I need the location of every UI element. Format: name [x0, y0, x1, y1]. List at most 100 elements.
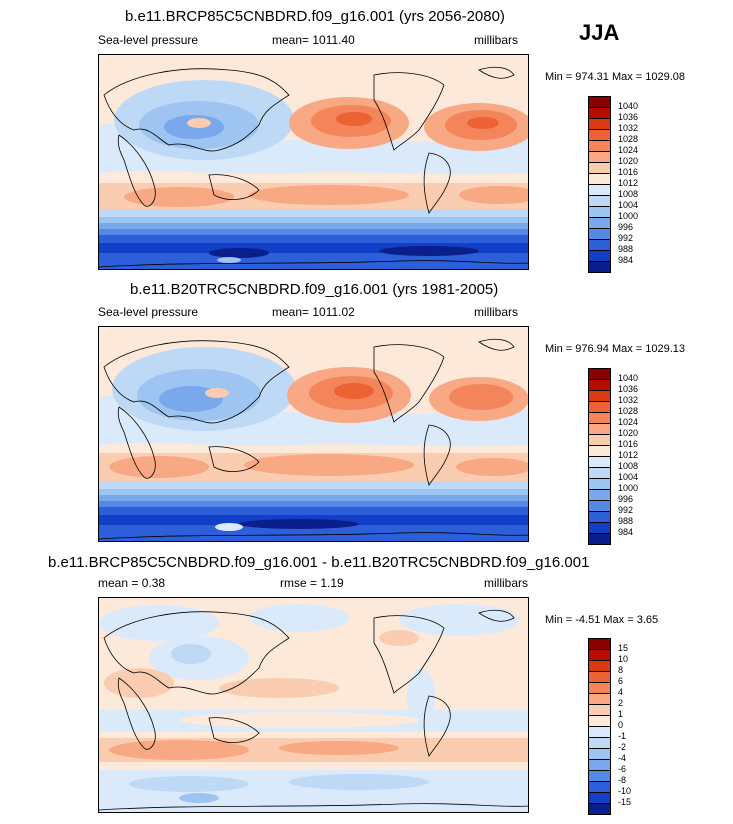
panel-3-map-svg	[99, 598, 528, 812]
colorbar-swatch	[589, 119, 610, 130]
colorbar-swatch	[589, 435, 610, 446]
colorbar-tick-label: 1000	[618, 211, 639, 221]
colorbar-swatch	[589, 424, 610, 435]
panel-3-rmse-label: rmse = 1.19	[280, 576, 344, 590]
colorbar-tick-label: 1012	[618, 178, 639, 188]
colorbar-swatch	[589, 369, 610, 380]
colorbar-swatch	[589, 207, 610, 218]
colorbar-swatch	[589, 185, 610, 196]
colorbar-tick-label: 1016	[618, 439, 639, 449]
colorbar-tick-label: 996	[618, 222, 634, 232]
colorbar-swatch	[589, 218, 610, 229]
colorbar-tick-label: 6	[618, 676, 624, 686]
colorbar-swatch	[589, 262, 610, 273]
colorbar-tick-label: 988	[618, 244, 634, 254]
colorbar-tick-label: 1020	[618, 428, 639, 438]
colorbar-tick-label: 1004	[618, 472, 639, 482]
colorbar-tick-label: 1032	[618, 123, 639, 133]
colorbar-tick-label: -10	[618, 786, 632, 796]
colorbar-tick-label: 1004	[618, 200, 639, 210]
colorbar-swatch	[589, 793, 610, 804]
colorbar-swatch	[589, 771, 610, 782]
colorbar-tick-label: 1032	[618, 395, 639, 405]
colorbar-swatch	[589, 229, 610, 240]
colorbar-tick-label: 8	[618, 665, 624, 675]
colorbar-swatch	[589, 468, 610, 479]
panel-2-title: b.e11.B20TRC5CNBDRD.f09_g16.001 (yrs 198…	[130, 281, 499, 298]
panel-3-mean-label: mean = 0.38	[98, 576, 166, 590]
colorbar-tick-label: 984	[618, 255, 634, 265]
colorbar-tick-label: 1	[618, 709, 624, 719]
colorbar-swatch	[589, 760, 610, 771]
colorbar-swatch	[589, 174, 610, 185]
colorbar-tick-label: 1000	[618, 483, 639, 493]
colorbar-swatch	[589, 152, 610, 163]
colorbar-swatch	[589, 672, 610, 683]
colorbar-tick-label: 15	[618, 643, 629, 653]
colorbar-swatch	[589, 782, 610, 793]
colorbar-tick-label: 992	[618, 233, 634, 243]
panel-2-units-label: millibars	[474, 305, 519, 319]
colorbar-swatch	[589, 749, 610, 760]
colorbar-tick-label: 1028	[618, 406, 639, 416]
panel-1-map-svg	[99, 55, 528, 269]
colorbar-swatch	[589, 650, 610, 661]
colorbar-swatch	[589, 534, 610, 545]
colorbar-swatch	[589, 501, 610, 512]
colorbar-swatch	[589, 716, 610, 727]
season-label: JJA	[579, 20, 620, 45]
panel-3-units-label: millibars	[484, 576, 529, 590]
panel-1-title: b.e11.BRCP85C5CNBDRD.f09_g16.001 (yrs 20…	[125, 8, 505, 25]
colorbar-tick-label: 0	[618, 720, 624, 730]
colorbar-swatch	[589, 490, 610, 501]
colorbar-tick-label: 4	[618, 687, 624, 697]
colorbar-tick-label: 1024	[618, 417, 639, 427]
panel-3-colorbar-swatches	[588, 638, 611, 815]
panel-2-colorbar-swatches	[588, 368, 611, 545]
colorbar-swatch	[589, 479, 610, 490]
colorbar-swatch	[589, 705, 610, 716]
colorbar-tick-label: 1020	[618, 156, 639, 166]
colorbar-tick-label: 988	[618, 516, 634, 526]
colorbar-swatch	[589, 446, 610, 457]
colorbar-swatch	[589, 141, 610, 152]
colorbar-swatch	[589, 457, 610, 468]
colorbar-tick-label: 996	[618, 494, 634, 504]
colorbar-tick-label: 1016	[618, 167, 639, 177]
colorbar-tick-label: 984	[618, 527, 634, 537]
colorbar-tick-label: -15	[618, 797, 632, 807]
panel-3-map	[98, 597, 529, 813]
panel-1-minmax: Min = 974.31 Max = 1029.08	[545, 71, 686, 83]
colorbar-tick-label: 1036	[618, 384, 639, 394]
colorbar-swatch	[589, 196, 610, 207]
colorbar-tick-label: 992	[618, 505, 634, 515]
colorbar-tick-label: 1040	[618, 373, 639, 383]
colorbar-tick-label: 10	[618, 654, 629, 664]
colorbar-tick-label: 1024	[618, 145, 639, 155]
colorbar-swatch	[589, 108, 610, 119]
colorbar-swatch	[589, 523, 610, 534]
colorbar-tick-label: 1036	[618, 112, 639, 122]
panel-2-variable-label: Sea-level pressure	[98, 305, 199, 319]
colorbar-swatch	[589, 130, 610, 141]
colorbar-swatch	[589, 661, 610, 672]
colorbar-tick-label: -6	[618, 764, 627, 774]
colorbar-tick-label: -2	[618, 742, 627, 752]
panel-1-colorbar-swatches	[588, 96, 611, 273]
colorbar-tick-label: -1	[618, 731, 627, 741]
colorbar-swatch	[589, 251, 610, 262]
panel-1-units-label: millibars	[474, 33, 519, 47]
colorbar-tick-label: 1008	[618, 461, 639, 471]
colorbar-tick-label: -4	[618, 753, 627, 763]
colorbar-tick-label: 1012	[618, 450, 639, 460]
colorbar-tick-label: 2	[618, 698, 624, 708]
colorbar-swatch	[589, 738, 610, 749]
colorbar-tick-label: 1040	[618, 101, 639, 111]
panel-2-mean-label: mean= 1011.02	[272, 305, 355, 319]
colorbar-swatch	[589, 391, 610, 402]
panel-2-minmax: Min = 976.94 Max = 1029.13	[545, 343, 686, 355]
colorbar-swatch	[589, 97, 610, 108]
colorbar-swatch	[589, 683, 610, 694]
colorbar-swatch	[589, 402, 610, 413]
colorbar-tick-label: 1008	[618, 189, 639, 199]
